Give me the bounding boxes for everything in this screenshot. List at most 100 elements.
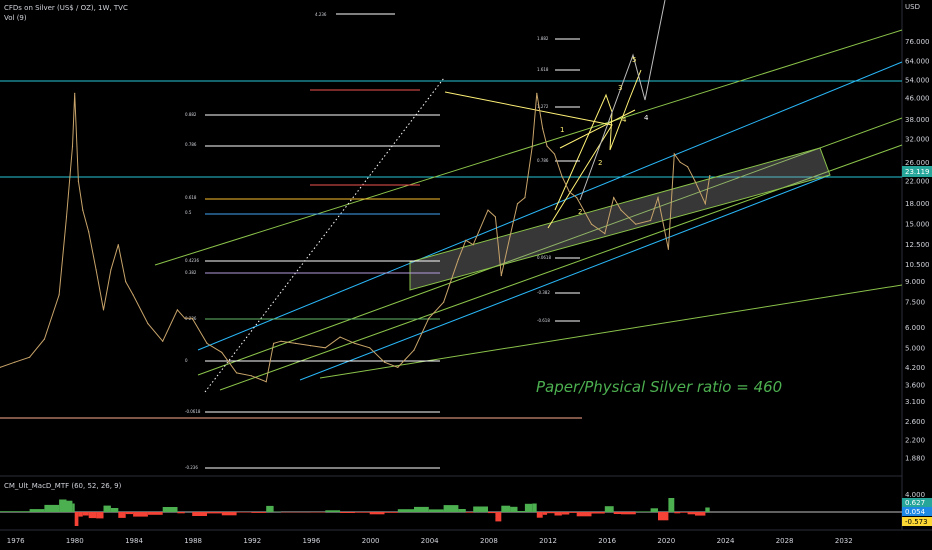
svg-text:0.054: 0.054: [905, 508, 926, 516]
price-point: [339, 336, 341, 338]
x-tick-label: 2008: [480, 537, 498, 545]
price-point: [125, 281, 127, 283]
macd-bar: [397, 509, 415, 512]
price-point: [443, 301, 445, 303]
price-point: [494, 216, 496, 218]
time-axis-ticks: 1976 1980 1984 1988 1992 1996 2000 2004 2008 2012…: [7, 537, 853, 545]
price-point: [65, 216, 68, 218]
price-point: [324, 347, 326, 349]
price-point: [546, 145, 548, 147]
macd-bar: [266, 505, 274, 512]
price-point: [465, 239, 467, 241]
macd-bar: [354, 512, 370, 513]
price-point: [14, 361, 16, 363]
y-tick-label: 10.500: [905, 261, 930, 269]
macd-bar: [687, 512, 695, 515]
price-point: [457, 258, 459, 260]
x-tick-label: 2012: [539, 537, 557, 545]
horizontal-levels: [0, 80, 902, 419]
price-point: [280, 340, 282, 342]
last-price-label: 23.119: [905, 168, 930, 176]
y-tick-label: 12.500: [905, 241, 930, 249]
svg-text:0.627: 0.627: [905, 499, 925, 507]
svg-text:4: 4: [644, 114, 649, 122]
macd-bar: [542, 512, 548, 515]
price-point: [553, 153, 556, 155]
price-point: [95, 269, 97, 271]
price-point: [265, 381, 267, 383]
svg-text:-0.236: -0.236: [185, 465, 198, 470]
macd-bar: [604, 506, 614, 512]
svg-text:0.882: 0.882: [185, 112, 197, 117]
macd-bar: [547, 512, 555, 514]
svg-text:1.272: 1.272: [537, 104, 549, 109]
x-tick-label: 1984: [125, 537, 143, 545]
price-point: [88, 231, 90, 233]
price-point: [561, 175, 563, 177]
price-point: [58, 294, 60, 296]
macd-bar: [680, 512, 688, 513]
x-tick-label: 2028: [776, 537, 794, 545]
indicator-label: CM_Ult_MacD_MTF (60, 52, 26, 9): [4, 482, 122, 490]
macd-bar: [133, 512, 148, 517]
price-point: [413, 349, 415, 351]
last-price-badge: [902, 166, 932, 177]
price-point: [117, 244, 119, 246]
price-point: [509, 235, 511, 237]
svg-text:1.618: 1.618: [537, 67, 549, 72]
x-tick-label: 1996: [303, 537, 321, 545]
macd-bar: [96, 512, 104, 519]
price-point: [29, 356, 31, 358]
macd-bar: [414, 506, 429, 512]
macd-bar: [325, 510, 341, 512]
price-point: [250, 375, 252, 377]
price-point: [613, 197, 615, 199]
macd-bar: [207, 512, 222, 514]
macd-bar: [384, 512, 398, 513]
price-point: [82, 209, 84, 211]
x-tick-label: 2004: [421, 537, 439, 545]
price-point: [295, 342, 297, 344]
macd-bar: [118, 512, 126, 518]
price-point: [709, 175, 711, 177]
svg-text:4.000: 4.000: [905, 491, 925, 499]
svg-text:0.618: 0.618: [185, 195, 197, 200]
macd-bar: [236, 512, 252, 513]
macd-bar: [162, 507, 178, 512]
price-point: [397, 366, 399, 368]
macd-bar: [88, 512, 97, 519]
price-point: [673, 153, 675, 155]
y-tick-label: 6.000: [905, 324, 925, 332]
svg-text:0.0618: 0.0618: [537, 255, 551, 260]
macd-bar: [29, 509, 45, 512]
price-point: [0, 366, 1, 368]
y-tick-label: 1.880: [905, 454, 925, 462]
svg-text:5: 5: [632, 56, 636, 64]
svg-text:0.786: 0.786: [185, 142, 197, 147]
price-point: [531, 145, 533, 147]
ratio-annotation: Paper/Physical Silver ratio = 460: [536, 378, 783, 396]
price-point: [147, 323, 149, 325]
macd-bar: [569, 512, 577, 513]
macd-bar: [536, 512, 543, 518]
price-point: [487, 209, 489, 211]
macd-bar: [517, 511, 525, 512]
price-point: [590, 223, 593, 225]
x-tick-label: 2000: [362, 537, 380, 545]
macd-axis: 4.000 0.627 0.054 -0.573: [902, 491, 932, 526]
price-point: [206, 342, 208, 344]
price-point: [667, 248, 670, 250]
fib-labels: 4.236 0.882 0.786 0.618 0.5 0.4236 0.382…: [185, 12, 580, 470]
macd-bar: [668, 498, 675, 512]
macd-bar: [635, 511, 651, 512]
macd-bar: [650, 508, 658, 512]
price-point: [102, 309, 105, 311]
price-point: [576, 197, 578, 199]
price-point: [704, 203, 706, 205]
macd-bar: [369, 512, 385, 515]
y-tick-label: 4.200: [905, 364, 925, 372]
macd-bar: [14, 511, 30, 512]
macd-bar: [613, 512, 622, 514]
channel-lines: [154, 0, 903, 393]
